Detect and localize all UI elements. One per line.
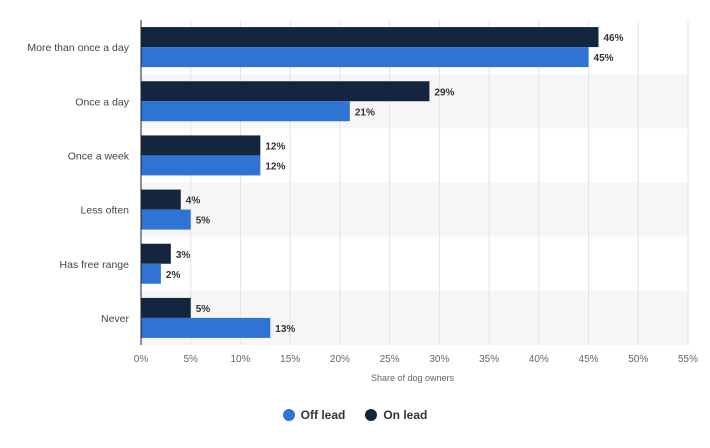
bar-on-lead <box>141 297 191 318</box>
x-tick-label: 30% <box>429 354 449 365</box>
bar-off-lead <box>141 155 261 176</box>
x-tick-label: 15% <box>280 354 300 365</box>
data-label: 3% <box>176 250 191 261</box>
data-label: 29% <box>434 87 454 98</box>
category-label: Less often <box>81 205 130 217</box>
data-label: 5% <box>196 304 211 315</box>
data-label: 5% <box>196 216 211 227</box>
legend-item-on-lead[interactable]: On lead <box>365 408 427 422</box>
bar-on-lead <box>141 243 171 264</box>
data-label: 45% <box>594 53 614 64</box>
data-label: 21% <box>355 107 375 118</box>
bar-off-lead <box>141 317 271 338</box>
x-axis-title: Share of dog owners <box>371 373 455 383</box>
data-label: 2% <box>166 270 181 281</box>
data-label: 4% <box>186 196 201 207</box>
legend-marker-off-lead <box>282 409 295 421</box>
bar-on-lead <box>141 81 430 102</box>
bar-off-lead <box>141 263 161 284</box>
data-label: 46% <box>603 33 623 44</box>
x-tick-label: 0% <box>134 354 149 365</box>
x-tick-label: 50% <box>628 354 648 365</box>
bar-off-lead <box>141 47 589 68</box>
category-label: More than once a day <box>27 42 129 54</box>
bar-on-lead <box>141 135 261 156</box>
data-label: 12% <box>265 161 285 172</box>
x-tick-label: 35% <box>479 354 499 365</box>
bar-off-lead <box>141 101 350 122</box>
bar-on-lead <box>141 27 599 48</box>
x-tick-label: 40% <box>529 354 549 365</box>
data-label: 12% <box>265 141 285 152</box>
x-tick-label: 20% <box>330 354 350 365</box>
category-label: Never <box>101 313 130 325</box>
legend-marker-on-lead <box>365 409 378 421</box>
legend-label-on-lead: On lead <box>383 408 428 422</box>
x-tick-label: 55% <box>678 354 698 365</box>
bar-on-lead <box>141 189 181 210</box>
data-label: 13% <box>275 324 295 335</box>
bar-off-lead <box>141 209 191 230</box>
x-tick-label: 45% <box>579 354 599 365</box>
x-tick-label: 25% <box>380 354 400 365</box>
category-label: Has free range <box>60 259 130 271</box>
x-tick-label: 10% <box>230 354 250 365</box>
row-band <box>141 182 688 237</box>
legend-label-off-lead: Off lead <box>300 408 346 422</box>
x-tick-label: 5% <box>184 354 199 365</box>
legend-item-off-lead[interactable]: Off lead <box>282 408 346 422</box>
legend: Off lead On lead <box>0 408 710 422</box>
category-label: Once a day <box>75 96 129 108</box>
category-label: Once a week <box>68 150 130 162</box>
